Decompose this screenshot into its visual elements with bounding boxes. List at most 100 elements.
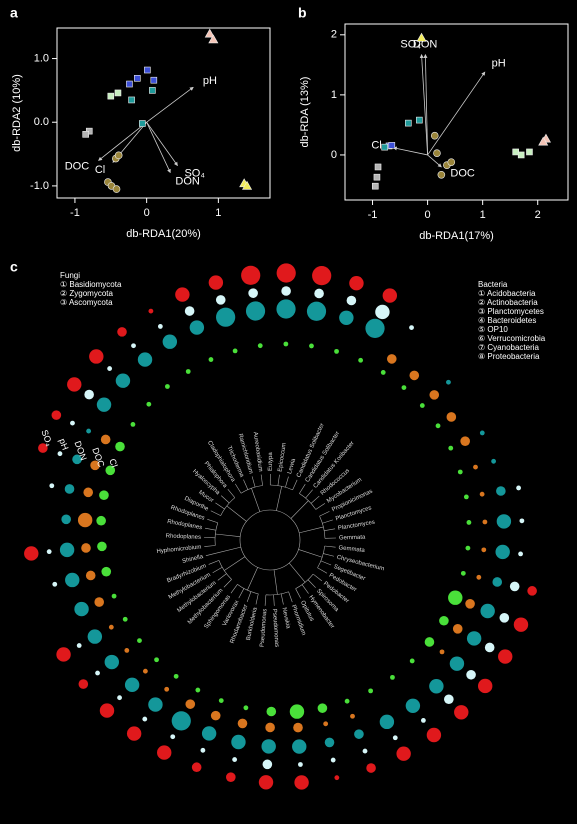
vector-arrow	[98, 121, 147, 161]
bubble	[294, 775, 309, 790]
point	[373, 173, 381, 181]
vector-arrow	[427, 154, 442, 168]
bubble	[482, 519, 488, 525]
bubble	[105, 465, 116, 476]
bubble	[375, 304, 390, 320]
bubble	[439, 649, 445, 655]
bubble	[126, 726, 142, 741]
bubble	[74, 601, 89, 617]
bubble	[479, 430, 485, 436]
y-tick-label: 1.0	[34, 52, 49, 64]
tree-leaf	[315, 503, 326, 510]
bubble	[401, 385, 407, 391]
bubble	[492, 577, 503, 587]
bubble	[87, 629, 103, 644]
taxon-label: Pseudomonas	[271, 609, 279, 648]
bubble	[276, 299, 296, 319]
point	[433, 149, 441, 157]
tree-leaf	[205, 552, 217, 556]
bubble	[122, 616, 128, 622]
vector-arrow	[392, 146, 428, 156]
tree-leaf	[238, 588, 245, 599]
bubble	[216, 307, 236, 327]
tree-leaf	[217, 573, 227, 581]
bubble	[64, 484, 75, 494]
bubble	[208, 275, 224, 290]
bubble	[83, 487, 94, 498]
bubble	[283, 341, 289, 347]
bubble	[429, 679, 444, 694]
bubble	[46, 549, 52, 555]
bubble	[409, 325, 414, 331]
bubble	[154, 657, 159, 663]
bubble	[208, 357, 214, 362]
bubble	[439, 615, 449, 626]
bubble	[491, 458, 496, 464]
taxon-label: Aureobasidium	[252, 432, 263, 472]
point	[430, 131, 439, 140]
point	[517, 151, 525, 159]
point	[149, 87, 156, 94]
tree-leaf	[288, 591, 293, 603]
tree-leaf	[273, 594, 275, 606]
bubble	[379, 714, 395, 730]
bubble	[339, 310, 354, 325]
tree-leaf	[223, 579, 232, 588]
tree-leaf	[255, 593, 259, 605]
bubble	[52, 581, 58, 587]
y-tick-label: -1.0	[30, 180, 49, 192]
tree-branch	[226, 505, 247, 522]
bubble	[111, 593, 117, 599]
tree-leaf	[220, 495, 230, 504]
tree-branch	[290, 500, 309, 519]
bubble	[59, 542, 75, 558]
taxon-label: Gemmata	[339, 535, 366, 542]
bubble	[513, 617, 529, 632]
legend-item: ③ Ascomycota	[60, 298, 113, 307]
bubble	[484, 642, 495, 653]
bubble	[184, 306, 195, 316]
bubble	[49, 483, 55, 489]
bubble	[368, 688, 374, 694]
bubble	[386, 354, 397, 364]
bubble	[429, 390, 440, 400]
point	[526, 148, 533, 156]
point	[374, 163, 382, 171]
taxon-label: Lewia	[287, 457, 297, 474]
tree-branch	[288, 562, 306, 583]
bubble	[448, 590, 463, 605]
tree-leaf	[212, 567, 223, 573]
bubble	[61, 514, 71, 525]
tree-leaf	[285, 476, 289, 488]
point	[416, 32, 427, 42]
bubble	[195, 687, 201, 693]
tree-root	[239, 509, 301, 571]
bubble	[480, 603, 495, 619]
tree-leaf	[324, 545, 336, 548]
point	[242, 180, 253, 190]
tree-branch	[273, 569, 278, 595]
taxon-label: Pseudomonas	[260, 609, 269, 648]
bubble	[419, 403, 425, 408]
bubble	[142, 668, 148, 674]
bubble	[466, 520, 472, 525]
vector-arrow	[427, 71, 486, 156]
bubble	[191, 762, 202, 773]
y-tick-label: 1	[331, 89, 337, 101]
legend-item: ③ Planctomycetes	[478, 307, 544, 316]
bubble	[527, 586, 537, 596]
bubble	[148, 308, 154, 314]
bubble	[354, 729, 364, 739]
vector-label: SO₄	[184, 168, 205, 180]
bubble	[245, 301, 266, 321]
bubble	[473, 464, 478, 470]
bubble	[312, 266, 332, 286]
bubble	[89, 349, 104, 364]
bubble	[518, 551, 523, 557]
bubble	[516, 485, 521, 491]
point	[371, 182, 379, 190]
point	[82, 131, 89, 138]
bubble	[185, 369, 191, 374]
